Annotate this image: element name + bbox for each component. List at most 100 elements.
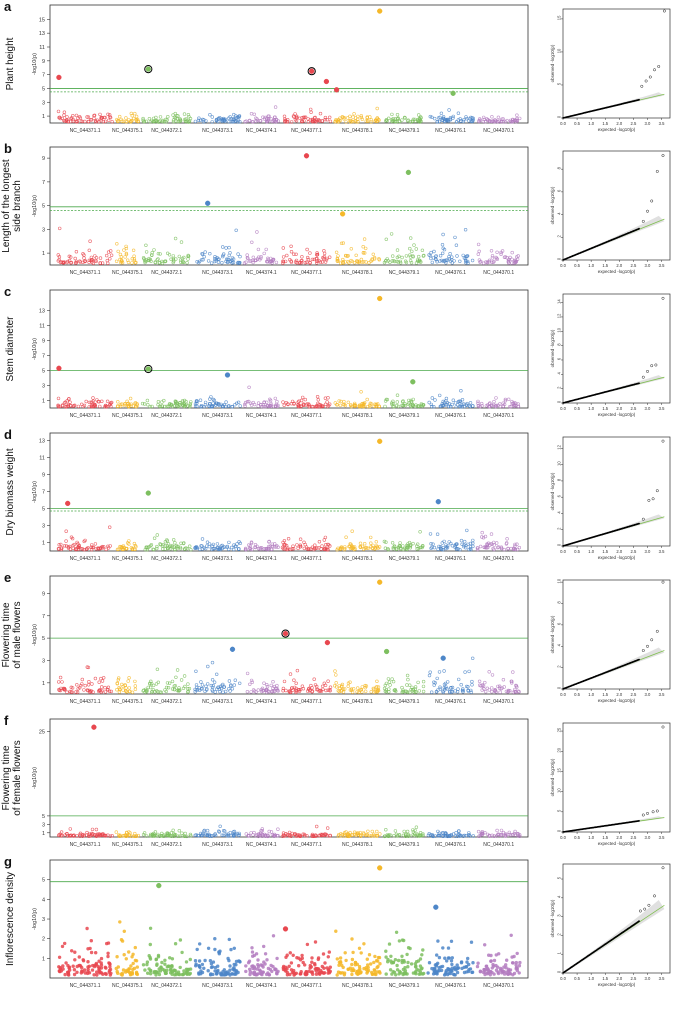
manhattan-point <box>353 960 358 965</box>
manhattan-point <box>489 959 493 963</box>
manhattan-point <box>189 400 193 404</box>
manhattan-point <box>155 667 160 671</box>
manhattan-point <box>115 242 119 246</box>
manhattan-point <box>470 970 474 975</box>
manhattan-point <box>326 688 330 692</box>
qq-plot: 0.0 0.5 1.0 1.5 2.0 2.5 3.0 3.5024681012expecte… <box>550 436 671 560</box>
manhattan-point <box>362 832 366 836</box>
manhattan-point <box>450 969 454 973</box>
manhattan-point <box>333 669 337 673</box>
qq-y-tick-label: 8 <box>557 166 562 169</box>
manhattan-point <box>351 115 355 119</box>
manhattan-point <box>456 547 460 551</box>
manhattan-point <box>276 119 280 123</box>
manhattan-point <box>310 960 314 964</box>
manhattan-point <box>148 942 153 947</box>
manhattan-point <box>509 404 513 409</box>
chromosome-label: NC_044373.1 <box>202 842 233 848</box>
manhattan-point <box>232 829 237 834</box>
manhattan-point <box>289 968 294 972</box>
manhattan-point <box>275 956 279 961</box>
manhattan-point <box>468 967 473 971</box>
manhattan-point <box>288 689 292 693</box>
manhattan-point <box>156 257 160 261</box>
manhattan-point <box>499 545 504 549</box>
manhattan-point <box>391 254 395 258</box>
manhattan-point <box>301 960 305 965</box>
manhattan-point <box>218 824 222 828</box>
manhattan-point <box>458 404 462 408</box>
manhattan-point <box>160 400 164 404</box>
manhattan-point <box>165 965 170 969</box>
manhattan-frame <box>49 146 529 266</box>
manhattan-point <box>367 952 372 957</box>
manhattan-point <box>129 972 133 976</box>
manhattan-point <box>440 541 444 545</box>
manhattan-point <box>430 260 434 265</box>
manhattan-point <box>106 685 111 689</box>
manhattan-point <box>143 968 147 972</box>
manhattan-point <box>438 254 443 258</box>
qq-x-tick-label: 0.0 <box>560 976 566 981</box>
y-tick-label: 5 <box>42 204 45 210</box>
y-tick-label: 1 <box>42 540 45 546</box>
qq-y-tick-label: 2 <box>557 933 562 936</box>
manhattan-point <box>69 949 74 953</box>
manhattan-frame <box>49 718 529 838</box>
manhattan-point <box>250 680 255 684</box>
manhattan-point <box>500 686 504 690</box>
manhattan-point <box>459 538 464 543</box>
qq-frame <box>562 8 671 119</box>
qq-tail-point <box>641 219 645 223</box>
manhattan-point <box>80 833 85 837</box>
qq-tail-point <box>640 84 644 88</box>
manhattan-point <box>250 258 255 263</box>
manhattan-point <box>501 677 506 682</box>
manhattan-point <box>470 683 474 687</box>
manhattan-point <box>395 403 399 408</box>
manhattan-point <box>63 687 67 692</box>
manhattan-point <box>391 259 396 263</box>
manhattan-point <box>203 958 207 963</box>
manhattan-point <box>198 398 203 402</box>
manhattan-point <box>471 404 475 408</box>
manhattan-point <box>358 830 362 835</box>
manhattan-point <box>508 688 512 693</box>
manhattan-point <box>210 678 215 682</box>
trait-label: Length of the longest <box>1 159 12 253</box>
manhattan-point <box>85 926 89 931</box>
manhattan-point <box>338 403 343 408</box>
manhattan-point <box>203 250 207 254</box>
qq-confidence-band <box>563 92 665 118</box>
manhattan-point <box>346 254 350 258</box>
manhattan-point <box>63 972 67 977</box>
chromosome-label: NC_044374.1 <box>246 842 277 848</box>
manhattan-point <box>514 960 518 965</box>
manhattan-point <box>357 946 362 950</box>
manhattan-point <box>249 831 253 835</box>
manhattan-point <box>284 688 288 693</box>
manhattan-point <box>170 965 174 969</box>
manhattan-point <box>384 827 388 832</box>
chromosome-label: NC_044372.1 <box>151 270 182 276</box>
manhattan-point <box>127 686 132 690</box>
manhattan-point <box>124 120 128 124</box>
manhattan-point <box>188 405 192 409</box>
manhattan-point <box>215 687 219 691</box>
manhattan-point <box>135 965 140 969</box>
manhattan-point <box>87 258 92 262</box>
manhattan-point <box>500 971 504 975</box>
manhattan-point <box>163 688 167 692</box>
manhattan-point <box>96 964 100 969</box>
manhattan-point <box>83 538 87 543</box>
manhattan-point <box>362 260 366 264</box>
manhattan-point <box>180 950 184 955</box>
manhattan-point <box>515 542 519 546</box>
manhattan-point <box>350 972 354 977</box>
manhattan-point <box>198 118 203 123</box>
manhattan-point <box>154 970 159 975</box>
qq-frame <box>562 579 671 690</box>
qq-point <box>638 820 640 822</box>
